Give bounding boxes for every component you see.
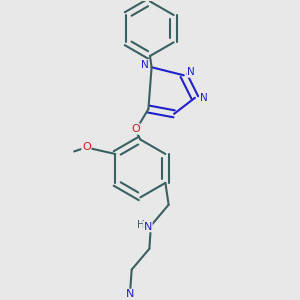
Text: O: O xyxy=(82,142,91,152)
Text: N: N xyxy=(143,222,152,232)
Text: O: O xyxy=(131,124,140,134)
Text: N: N xyxy=(200,93,208,103)
Text: N: N xyxy=(141,60,148,70)
Text: N: N xyxy=(126,290,134,299)
Text: H: H xyxy=(137,220,145,230)
Text: N: N xyxy=(187,67,195,77)
